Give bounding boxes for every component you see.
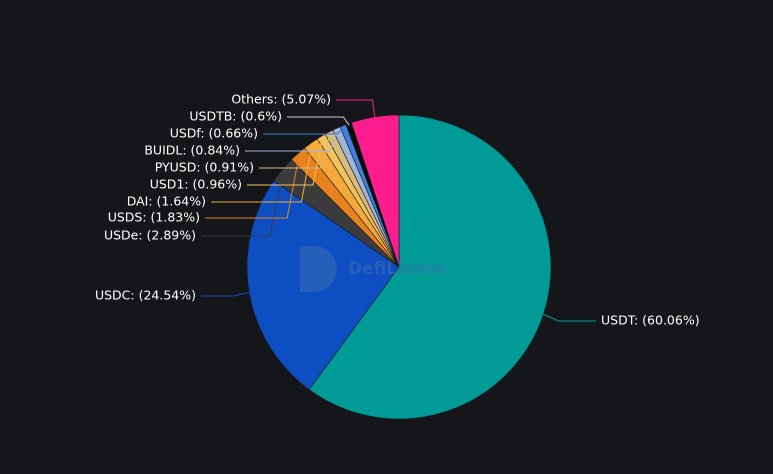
leader-line (201, 170, 285, 237)
slice-label: USDTB: (0.6%) (189, 109, 282, 124)
watermark-logo (300, 246, 337, 292)
leader-line (247, 138, 323, 186)
watermark: DefiLlama (348, 259, 444, 279)
slice-label: DAI: (1.64%) (127, 194, 206, 209)
slice-label: USDf: (0.66%) (170, 126, 258, 141)
slice-label: USD1: (0.96%) (150, 177, 242, 192)
leader-line (201, 291, 252, 297)
leader-line (336, 99, 376, 119)
leader-line (263, 127, 345, 135)
leader-line (287, 116, 350, 126)
slice-label: BUIDL: (0.84%) (144, 143, 240, 158)
slice-label: USDT: (60.06%) (601, 313, 700, 328)
slice-label: USDe: (2.89%) (104, 228, 196, 243)
slice-label: PYUSD: (0.91%) (155, 160, 254, 175)
leader-line (211, 144, 313, 203)
leader-line (259, 133, 331, 169)
slice-label: USDC: (24.54%) (95, 288, 196, 303)
leader-line (541, 313, 596, 322)
leader-line (245, 130, 338, 152)
leader-line (205, 154, 300, 219)
slice-label: Others: (5.07%) (231, 92, 331, 107)
slice-label: USDS: (1.83%) (108, 210, 200, 225)
